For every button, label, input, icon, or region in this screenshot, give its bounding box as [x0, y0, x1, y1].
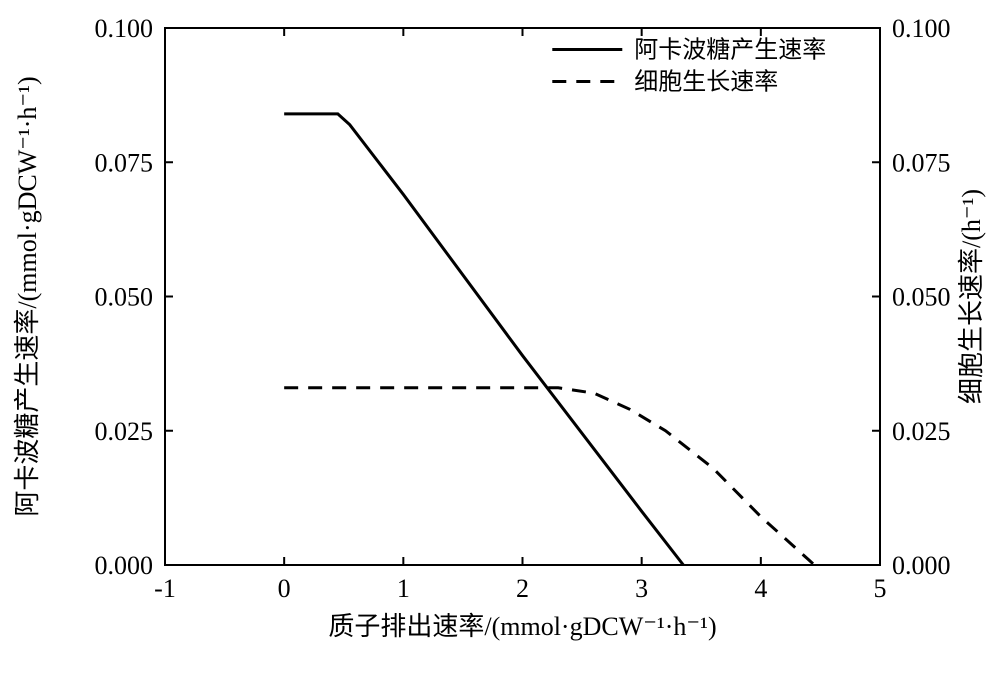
x-tick-label: 4: [754, 574, 767, 603]
legend-label: 细胞生长速率: [634, 68, 778, 95]
line-chart: -10123450.0000.0250.0500.0750.1000.0000.…: [0, 0, 1000, 683]
y-left-axis-label: 阿卡波糖产生速率/(mmol·gDCW⁻¹·h⁻¹): [13, 76, 42, 516]
legend-label: 阿卡波糖产生速率: [634, 36, 826, 63]
x-axis-label: 质子排出速率/(mmol·gDCW⁻¹·h⁻¹): [328, 612, 716, 641]
chart-container: -10123450.0000.0250.0500.0750.1000.0000.…: [0, 0, 1000, 683]
y-right-tick-label: 0.000: [892, 551, 951, 580]
x-tick-label: 0: [278, 574, 291, 603]
x-tick-label: 1: [397, 574, 410, 603]
y-right-tick-label: 0.100: [892, 14, 951, 43]
y-left-tick-label: 0.050: [95, 283, 154, 312]
y-left-tick-label: 0.000: [95, 551, 154, 580]
y-right-tick-label: 0.050: [892, 283, 951, 312]
x-tick-label: 3: [635, 574, 648, 603]
y-left-tick-label: 0.025: [95, 417, 154, 446]
y-right-tick-label: 0.025: [892, 417, 951, 446]
x-tick-label: 2: [516, 574, 529, 603]
x-tick-label: -1: [154, 574, 176, 603]
y-right-tick-label: 0.075: [892, 148, 951, 177]
y-right-axis-label: 细胞生长速率/(h⁻¹): [957, 189, 986, 404]
y-left-tick-label: 0.075: [95, 148, 154, 177]
y-left-tick-label: 0.100: [95, 14, 154, 43]
x-tick-label: 5: [874, 574, 887, 603]
